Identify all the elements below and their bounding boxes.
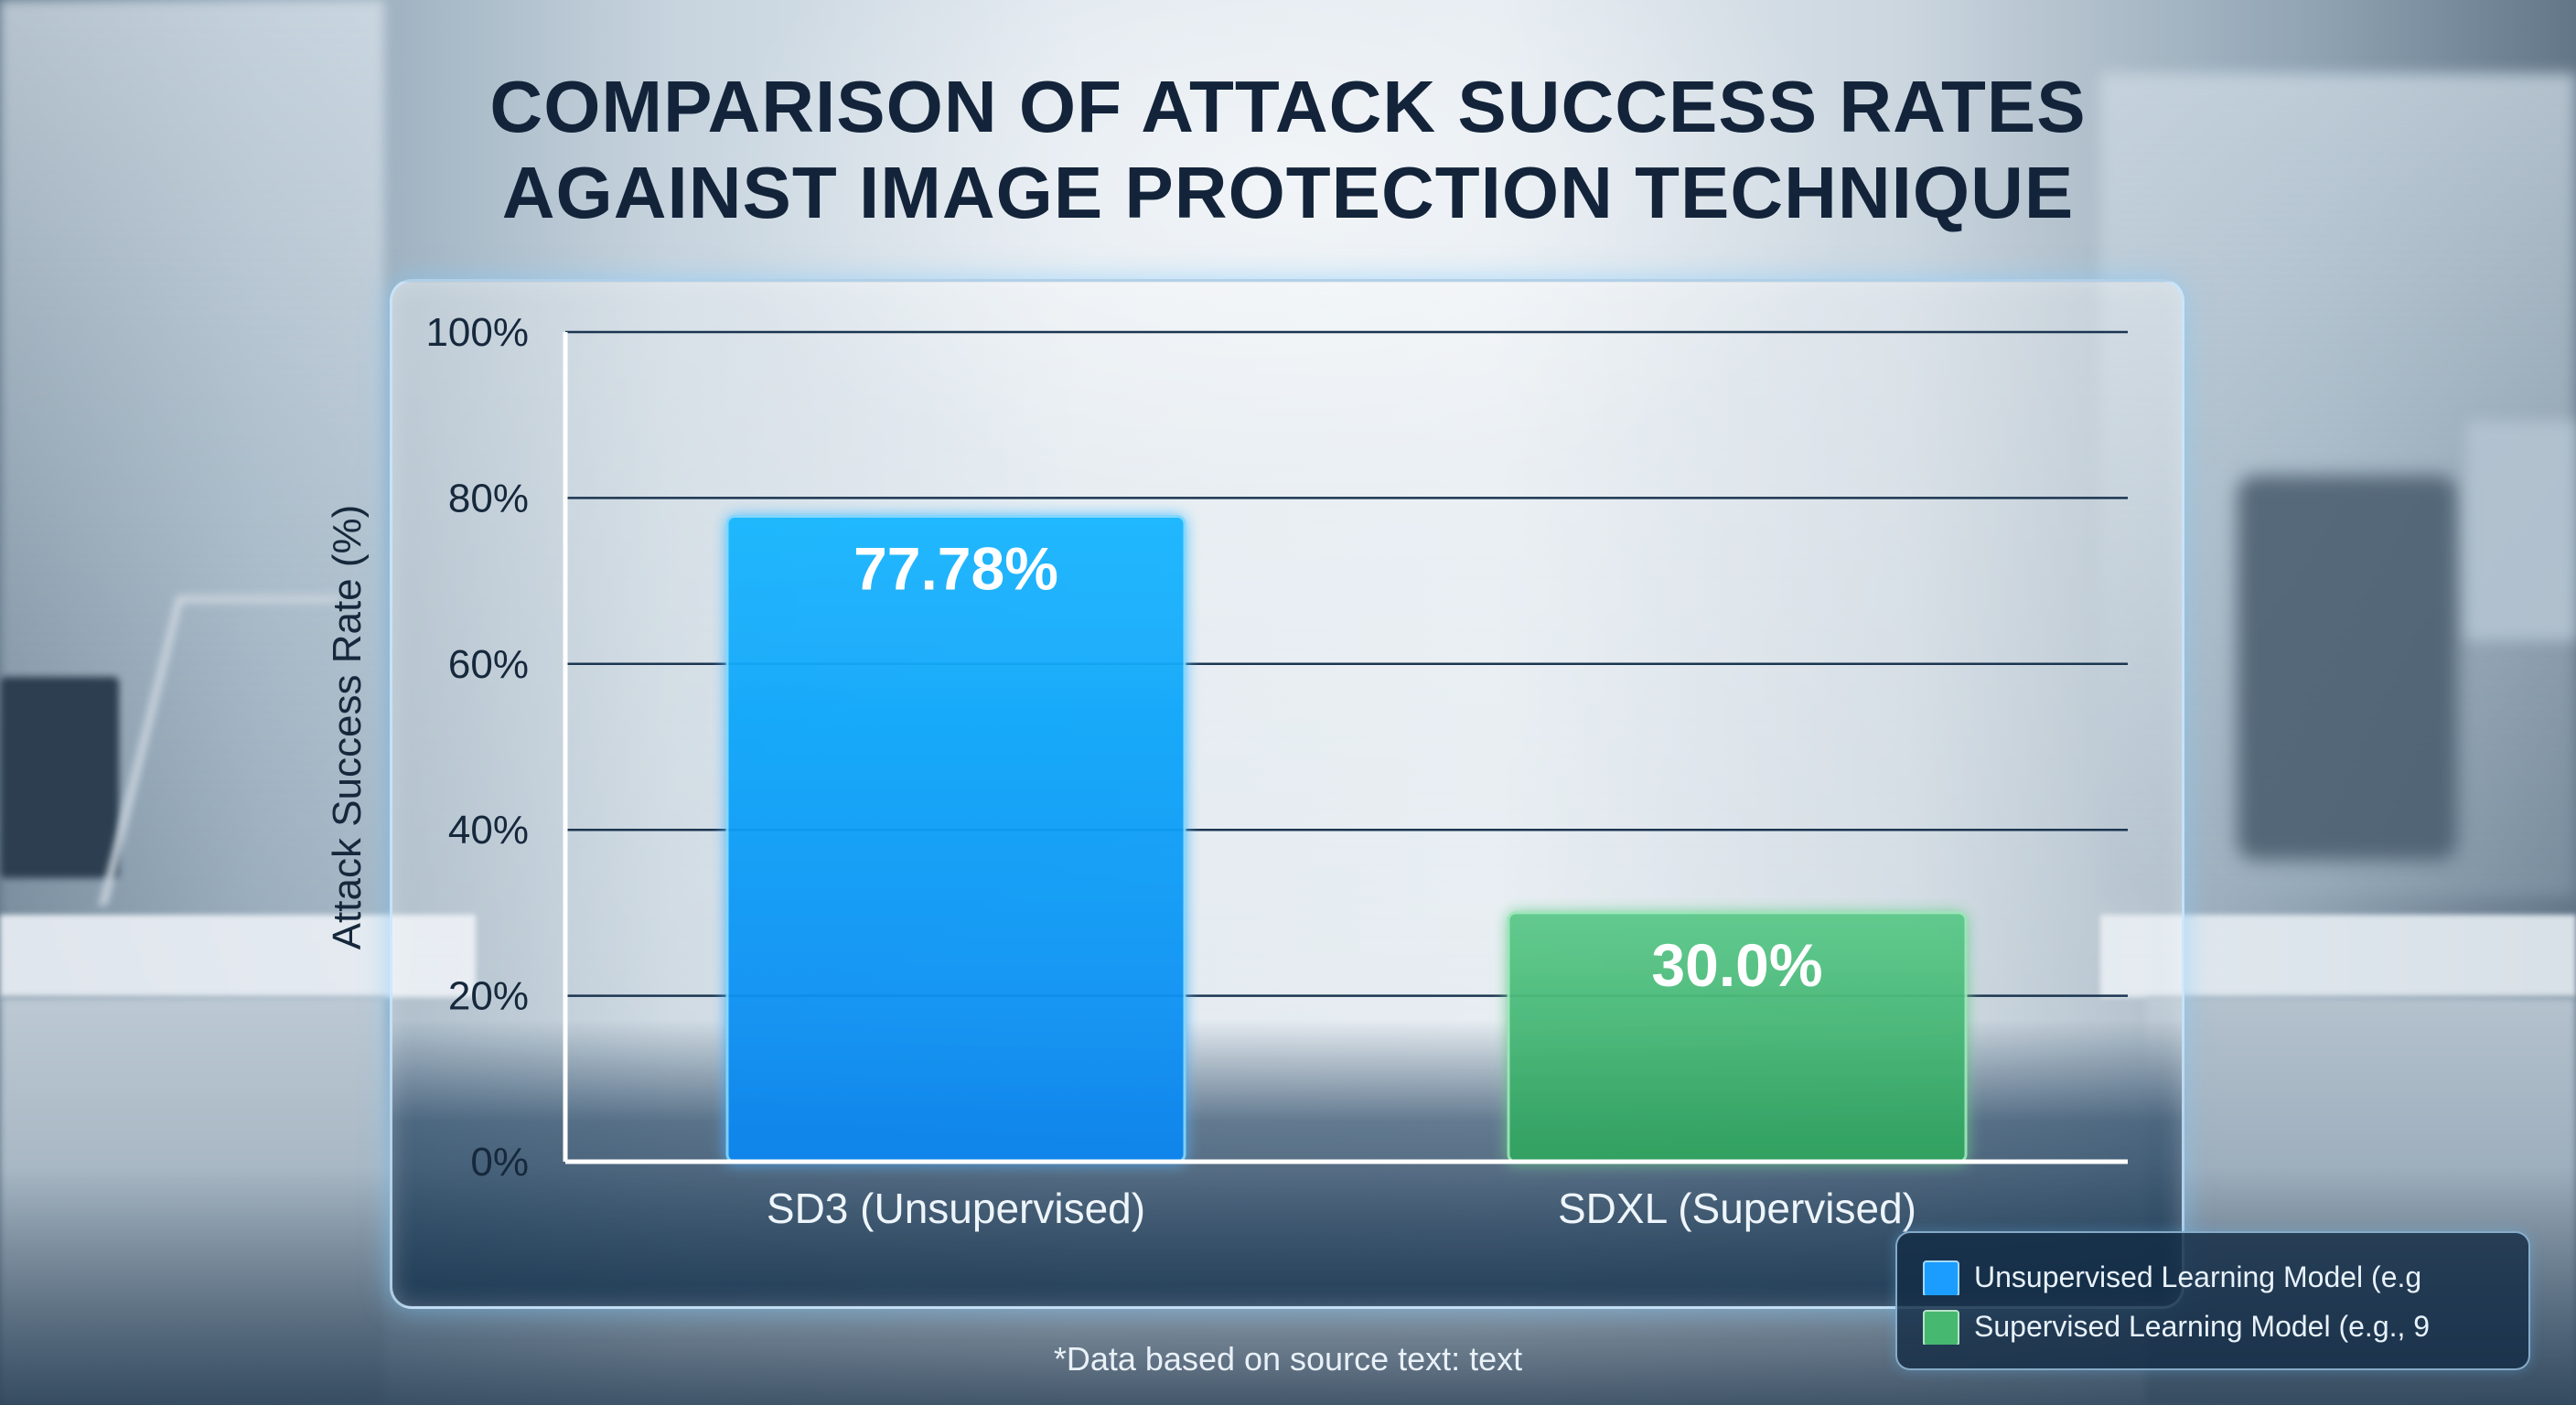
background-shelf-right (2466, 421, 2576, 640)
legend-item-supervised: Supervised Learning Model (e.g., 9 (1923, 1308, 2508, 1345)
legend-swatch-supervised (1923, 1310, 1959, 1345)
legend: Unsupervised Learning Model (e.g Supervi… (1895, 1231, 2530, 1370)
y-tick-label-60: 60% (448, 642, 529, 687)
x-tick-label-0: SD3 (Unsupervised) (767, 1185, 1145, 1232)
y-axis-label: Attack Success Rate (%) (325, 504, 370, 950)
legend-label-supervised: Supervised Learning Model (e.g., 9 (1974, 1310, 2431, 1343)
data-label-1: 30.0% (1651, 931, 1822, 999)
legend-swatch-unsupervised (1923, 1260, 1959, 1295)
y-tick-label-20: 20% (448, 974, 529, 1019)
x-tick-label-1: SDXL (Supervised) (1558, 1185, 1916, 1232)
chart-title-line-1: COMPARISON OF ATTACK SUCCESS RATES (489, 66, 2087, 147)
bar-sd3 (725, 515, 1186, 1164)
footnote: *Data based on source text: text (1053, 1340, 1523, 1378)
chart-title-line-2: AGAINST IMAGE PROTECTION TECHNIQUE (501, 152, 2075, 233)
background-monitor (0, 677, 119, 878)
y-tick-label-80: 80% (448, 476, 529, 520)
legend-label-unsupervised: Unsupervised Learning Model (e.g (1974, 1260, 2422, 1293)
y-tick-label-40: 40% (448, 808, 529, 853)
legend-item-unsupervised: Unsupervised Learning Model (e.g (1923, 1259, 2508, 1295)
background-lab-equipment (2238, 476, 2457, 860)
data-label-0: 77.78% (853, 535, 1058, 603)
chart-title: COMPARISON OF ATTACK SUCCESS RATES AGAIN… (0, 64, 2576, 236)
y-tick-label-100: 100% (425, 310, 529, 355)
y-tick-label-0: 0% (470, 1140, 529, 1185)
